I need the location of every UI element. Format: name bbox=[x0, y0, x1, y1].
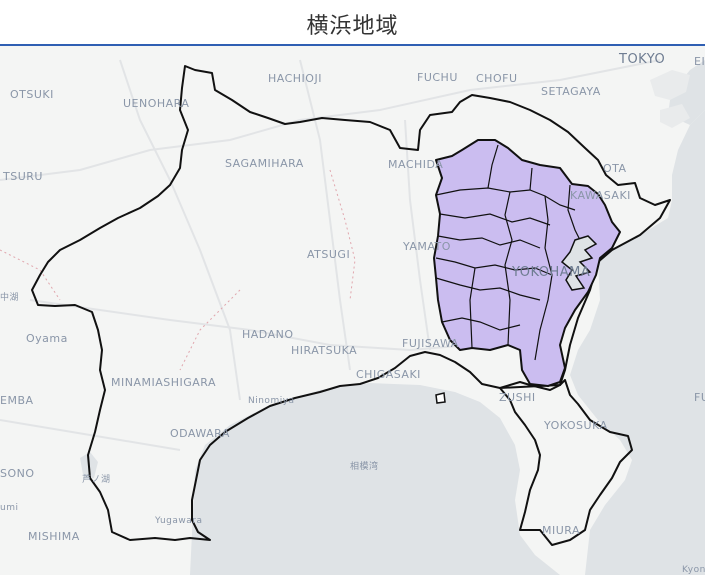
label-odawara: ODAWARA bbox=[170, 427, 230, 440]
label-hachioji: HACHIOJI bbox=[268, 72, 322, 85]
label-e-edge: EI bbox=[694, 55, 705, 68]
label-yokosuka: YOKOSUKA bbox=[543, 419, 608, 432]
kanagawa-outline bbox=[31, 65, 671, 541]
label-miura: MIURA bbox=[542, 524, 580, 537]
label-minamiashigara: MINAMIASHIGARA bbox=[111, 376, 216, 389]
yokohama-region[interactable] bbox=[433, 139, 621, 387]
label-atsugi: ATSUGI bbox=[307, 248, 350, 261]
label-uenohara: UENOHARA bbox=[123, 97, 189, 110]
label-zushi: ZUSHI bbox=[499, 391, 536, 404]
label-fu-edge: FU bbox=[694, 391, 705, 404]
label-tokyo: TOKYO bbox=[618, 52, 665, 67]
label-yokohama: YOKOHAMA bbox=[511, 265, 590, 280]
island-outline bbox=[435, 392, 446, 404]
ward-borders bbox=[435, 144, 586, 361]
page-title: 横浜地域 bbox=[306, 14, 399, 39]
label-setagaya: SETAGAYA bbox=[541, 85, 601, 98]
label-kawasaki: KAWASAKI bbox=[570, 189, 631, 202]
label-chigasaki: CHIGASAKI bbox=[356, 368, 421, 381]
label-naka: 中湖 bbox=[0, 291, 19, 303]
road-network bbox=[0, 59, 661, 451]
label-sono: SONO bbox=[0, 467, 35, 480]
label-hadano: HADANO bbox=[242, 328, 294, 341]
label-fujisawa: FUJISAWA bbox=[402, 337, 459, 350]
label-sagamiwan: 相模湾 bbox=[350, 460, 379, 472]
label-chofu: CHOFU bbox=[476, 72, 518, 85]
label-tsuru: TSURU bbox=[2, 170, 43, 183]
port-inlets bbox=[560, 235, 598, 291]
label-oyama: Oyama bbox=[26, 332, 68, 345]
label-ninomiya: Ninomiya bbox=[248, 396, 295, 406]
sagami-bay bbox=[190, 383, 560, 575]
label-ota: OTA bbox=[603, 162, 627, 175]
label-sagamihara: SAGAMIHARA bbox=[225, 157, 304, 170]
label-otsuki: OTSUKI bbox=[10, 88, 54, 101]
map-canvas[interactable]: TOKYO HACHIOJI FUCHU CHOFU SETAGAYA OTSU… bbox=[0, 46, 705, 575]
label-emba: EMBA bbox=[0, 394, 34, 407]
header-bar: 横浜地域 bbox=[0, 0, 705, 46]
miura-outline bbox=[499, 379, 633, 546]
label-fuchu: FUCHU bbox=[417, 71, 458, 84]
reclaimed-land bbox=[650, 70, 690, 128]
place-labels: TOKYO HACHIOJI FUCHU CHOFU SETAGAYA OTSU… bbox=[0, 52, 705, 575]
label-hiratsuka: HIRATSUKA bbox=[291, 344, 357, 357]
label-yamato: YAMATO bbox=[402, 240, 451, 253]
label-umi: umi bbox=[0, 503, 18, 513]
tokyo-bay bbox=[570, 110, 705, 575]
label-lake: 芦ノ湖 bbox=[82, 474, 111, 485]
label-mishima: MISHIMA bbox=[28, 530, 80, 543]
label-machida: MACHIDA bbox=[388, 158, 443, 171]
yokohama-area[interactable] bbox=[433, 139, 621, 387]
label-kyoto-edge: Kyon bbox=[682, 565, 705, 575]
label-yugawara: Yugawara bbox=[154, 516, 203, 526]
prefecture-borders bbox=[0, 169, 356, 371]
